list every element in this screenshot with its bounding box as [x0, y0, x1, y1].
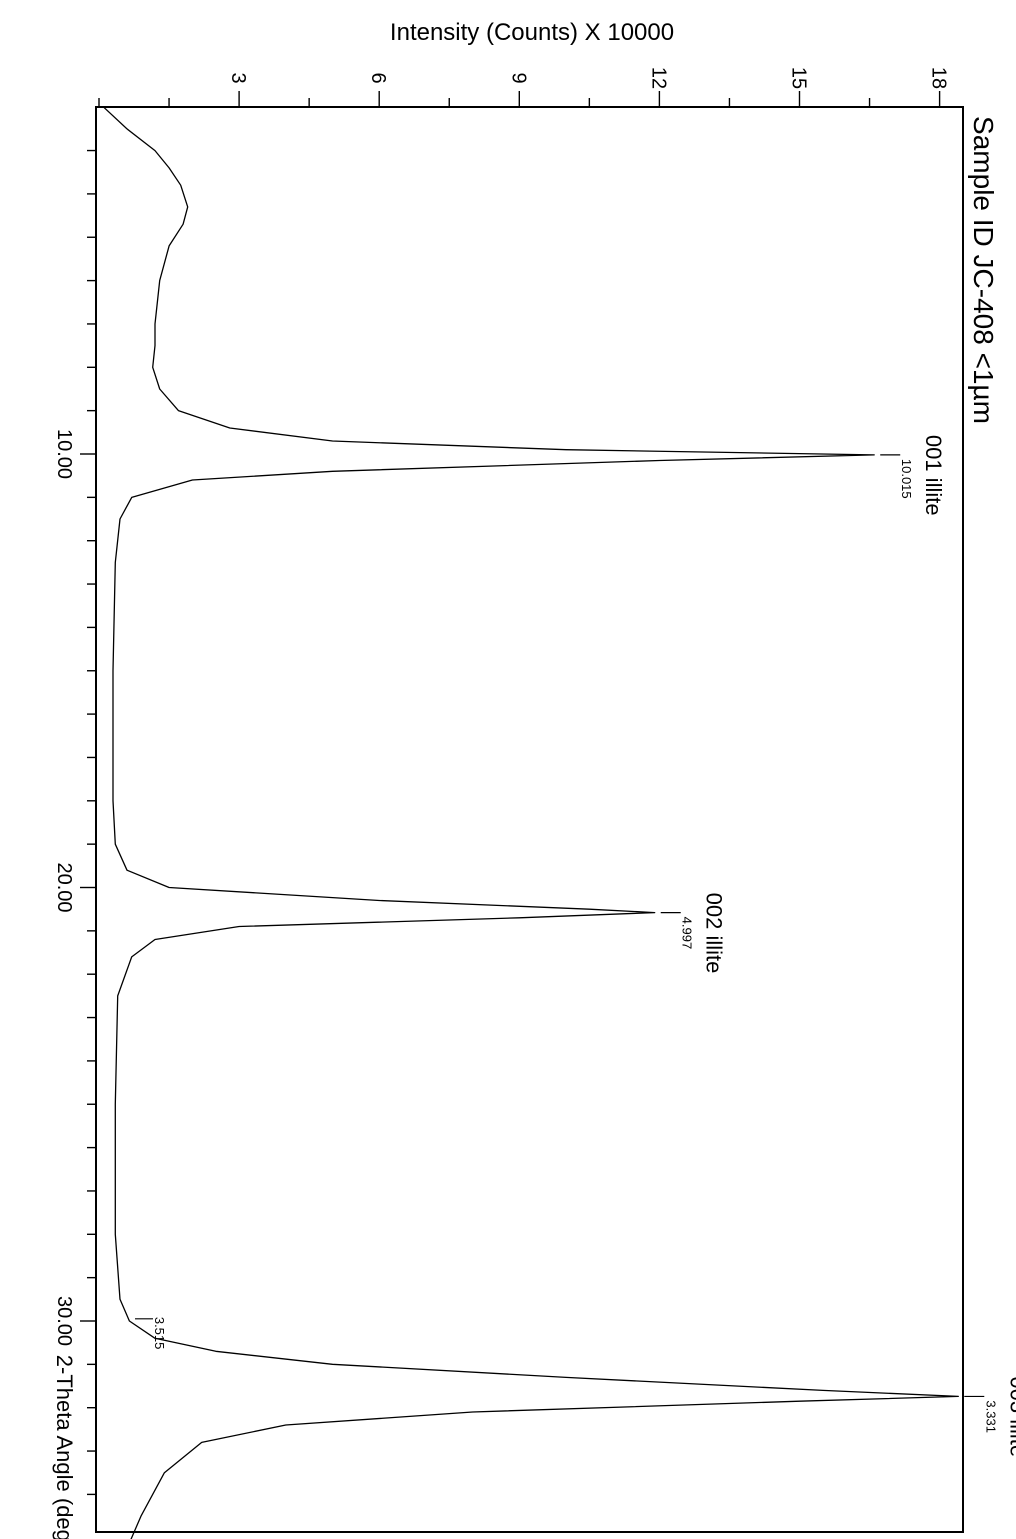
x-axis-label: 2-Theta Angle (deg): [52, 1355, 77, 1539]
tick-marks: 3 6 9 12 15 18 10.00 20.00 30.00: [53, 67, 950, 1496]
y-tick-label: 15: [788, 67, 810, 89]
y-axis-label: Intensity (Counts) X 10000: [390, 19, 674, 46]
peak-d-spacing: 4.997: [680, 917, 695, 950]
y-tick-label: 9: [507, 72, 529, 83]
y-tick-label: 12: [647, 67, 669, 89]
y-tick-label: 18: [928, 67, 950, 89]
plot-border: [95, 106, 964, 1533]
chart-title: Sample ID JC-408 <1µm: [968, 116, 999, 424]
peak-annotations: 001 illite 10.015 002 illite 4.997 003 illit…: [135, 435, 1016, 1457]
minor-peak-d-spacing: 3.515: [152, 1317, 167, 1350]
plot-frame: [95, 106, 964, 1533]
peak-label: 003 illite: [1005, 1376, 1016, 1457]
diffraction-pattern-line: [103, 106, 959, 1539]
series-layer: [103, 106, 959, 1539]
y-tick-label: 6: [367, 72, 389, 83]
peak-d-spacing: 3.331: [983, 1400, 998, 1433]
x-tick-label: 10.00: [53, 429, 75, 479]
peak-label: 002 illite: [702, 893, 727, 974]
peak-label: 001 illite: [921, 435, 946, 516]
peak-d-spacing: 10.015: [899, 459, 914, 499]
x-tick-label: 20.00: [53, 862, 75, 912]
x-tick-label: 30.00: [53, 1296, 75, 1346]
y-tick-label: 3: [227, 72, 249, 83]
